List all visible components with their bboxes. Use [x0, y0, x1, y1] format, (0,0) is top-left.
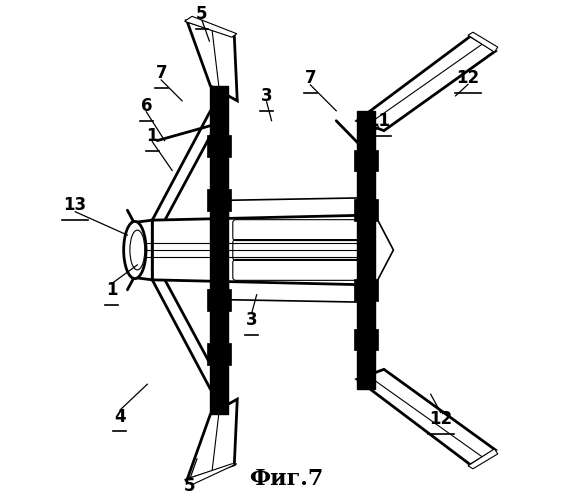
Text: 1: 1	[106, 281, 117, 299]
Text: Фиг.7: Фиг.7	[249, 468, 324, 489]
Polygon shape	[207, 134, 231, 156]
Text: 5: 5	[184, 477, 195, 495]
Polygon shape	[152, 215, 366, 285]
Polygon shape	[357, 36, 495, 130]
Text: 6: 6	[140, 97, 152, 115]
Text: 13: 13	[64, 196, 87, 214]
Polygon shape	[185, 16, 237, 37]
Polygon shape	[187, 399, 237, 479]
Polygon shape	[354, 150, 378, 172]
Text: 12: 12	[457, 70, 480, 87]
Polygon shape	[468, 32, 498, 52]
Polygon shape	[132, 220, 152, 280]
Text: 3: 3	[261, 87, 272, 105]
Polygon shape	[357, 370, 495, 465]
Text: 11: 11	[367, 112, 390, 130]
Polygon shape	[354, 279, 378, 300]
Polygon shape	[207, 190, 231, 211]
Polygon shape	[354, 200, 378, 221]
Polygon shape	[207, 344, 231, 365]
Text: 4: 4	[114, 408, 125, 426]
Ellipse shape	[124, 222, 146, 278]
Polygon shape	[366, 198, 394, 302]
Polygon shape	[468, 449, 498, 469]
Text: 7: 7	[305, 70, 316, 87]
Text: 5: 5	[196, 5, 208, 23]
Polygon shape	[210, 86, 228, 414]
Polygon shape	[228, 198, 366, 302]
Text: 7: 7	[155, 64, 167, 82]
Polygon shape	[357, 111, 375, 389]
Polygon shape	[207, 289, 231, 310]
Polygon shape	[354, 328, 378, 350]
Text: 12: 12	[429, 410, 452, 428]
Ellipse shape	[364, 198, 373, 302]
Text: 3: 3	[246, 310, 257, 328]
Polygon shape	[185, 464, 237, 484]
Text: 1: 1	[147, 126, 158, 144]
Polygon shape	[187, 22, 237, 101]
